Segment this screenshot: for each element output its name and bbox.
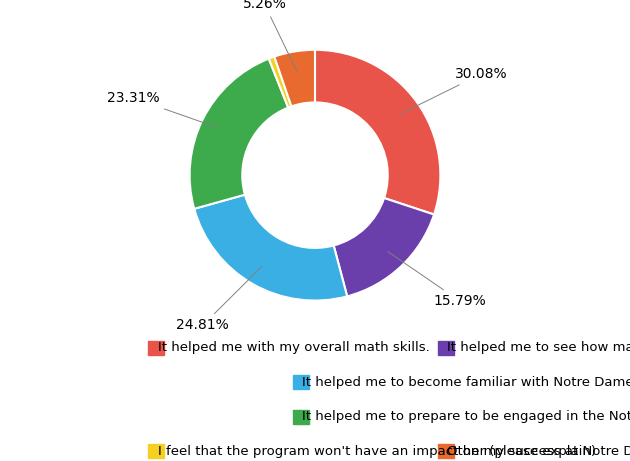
Text: Other (please explain): Other (please explain) [447,445,597,458]
FancyBboxPatch shape [438,444,454,458]
Text: 23.31%: 23.31% [107,91,220,129]
Text: It helped me to prepare to be engaged in the Notre Dame community.: It helped me to prepare to be engaged in… [302,410,630,423]
Wedge shape [194,195,347,301]
Wedge shape [269,57,292,107]
FancyBboxPatch shape [438,341,454,355]
Wedge shape [190,59,288,209]
Text: 5.26%: 5.26% [243,0,297,71]
Wedge shape [334,198,434,296]
Text: It helped me with my overall math skills.: It helped me with my overall math skills… [158,341,429,354]
Text: It helped me to become familiar with Notre Dame.: It helped me to become familiar with Not… [302,376,630,389]
Text: I feel that the program won't have an impact on my success at Notre Dame.: I feel that the program won't have an im… [158,445,630,458]
FancyBboxPatch shape [148,341,164,355]
Text: It helped me to see how math connects to my daily life.: It helped me to see how math connects to… [447,341,630,354]
Text: 24.81%: 24.81% [176,266,262,332]
FancyBboxPatch shape [293,410,309,424]
Text: 15.79%: 15.79% [388,252,486,308]
FancyBboxPatch shape [293,375,309,389]
Text: 30.08%: 30.08% [401,67,508,114]
Wedge shape [274,50,315,106]
FancyBboxPatch shape [148,444,164,458]
Wedge shape [315,50,440,214]
